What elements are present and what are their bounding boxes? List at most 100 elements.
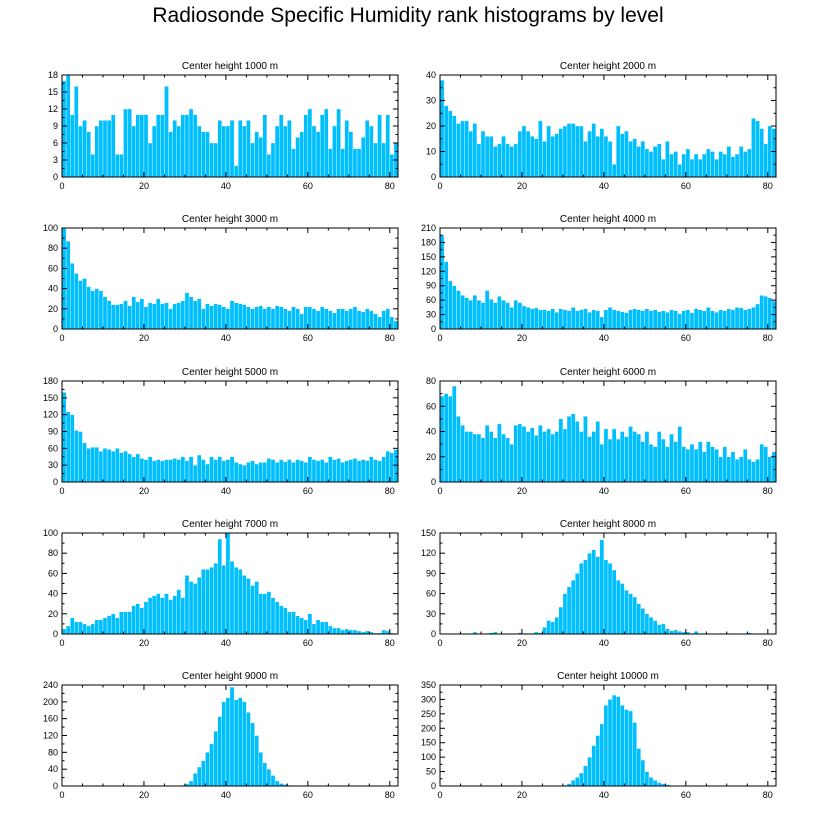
histogram-panel-2: Center height 2000 m 0 20 40 60 80 0 10 20 30 40 <box>426 61 777 191</box>
histogram-bar <box>755 459 760 483</box>
histogram-bar <box>595 310 600 330</box>
histogram-bar <box>448 280 453 330</box>
histogram-bar <box>452 385 457 483</box>
histogram-bar <box>718 151 723 178</box>
y-tick-label: 250 <box>421 709 436 719</box>
histogram-bar <box>718 309 723 330</box>
y-tick-label: 60 <box>426 401 436 411</box>
histogram-bar <box>738 146 744 178</box>
histogram-bar <box>534 307 539 330</box>
histogram-bar <box>624 590 629 635</box>
histogram-bar <box>385 450 390 483</box>
histogram-bar <box>262 762 268 787</box>
histogram-bar <box>188 581 194 635</box>
histogram-bar <box>652 446 658 483</box>
panel-title: Center height 2000 m <box>560 61 656 72</box>
histogram-bar <box>352 148 358 178</box>
histogram-bar <box>607 141 613 178</box>
histogram-bar <box>295 137 300 178</box>
histogram-panel-7: Center height 7000 m 0 20 40 60 80 0 20 40 60 80 10… <box>43 519 399 648</box>
histogram-bar <box>197 454 202 483</box>
y-tick-label: 20 <box>48 609 58 619</box>
histogram-bar <box>328 148 333 178</box>
histogram-bar <box>587 130 592 178</box>
histogram-bar <box>706 148 711 178</box>
histogram-bar <box>381 142 386 178</box>
histogram-bar <box>542 627 547 635</box>
histogram-bar <box>336 108 341 178</box>
histogram-bar <box>673 629 678 635</box>
histogram-bar <box>550 308 555 330</box>
histogram-bar <box>119 452 124 483</box>
y-tick-label: 0 <box>53 629 58 639</box>
histogram-bar <box>143 114 149 178</box>
histogram-bar <box>344 310 350 330</box>
histogram-bar <box>65 625 71 635</box>
histogram-bar <box>685 148 691 178</box>
histogram-bar <box>274 305 280 330</box>
histogram-bar <box>673 441 678 483</box>
histogram-bar <box>689 443 695 483</box>
histogram-bar <box>254 131 259 178</box>
y-tick-label: 40 <box>426 427 436 437</box>
histogram-bar <box>299 460 304 483</box>
histogram-bar <box>644 613 650 635</box>
histogram-bar <box>184 575 190 635</box>
histogram-bar <box>192 773 198 787</box>
histogram-bar <box>176 589 182 635</box>
y-tick-label: 40 <box>48 284 58 294</box>
histogram-bar <box>74 86 79 178</box>
histogram-bar <box>221 125 227 178</box>
histogram-bar <box>620 431 625 483</box>
histogram-bar <box>229 686 235 787</box>
histogram-panel-5: Center height 5000 m 0 20 40 60 80 0 30 60 90 120 1… <box>43 367 399 496</box>
histogram-bar <box>172 458 177 483</box>
histogram-bar <box>266 458 272 483</box>
histogram-bar <box>266 591 272 635</box>
histogram-bar <box>529 427 535 483</box>
x-tick-label: 80 <box>763 790 773 800</box>
histogram-bar <box>176 302 182 330</box>
histogram-bar <box>246 120 251 178</box>
histogram-bar <box>340 308 345 330</box>
histogram-bar <box>205 569 210 635</box>
histogram-bar <box>476 143 482 178</box>
histogram-bar <box>591 309 596 330</box>
histogram-bar <box>385 308 390 330</box>
y-tick-label: 150 <box>43 393 58 403</box>
histogram-bar <box>74 621 79 635</box>
histogram-bar <box>172 595 177 635</box>
histogram-bar <box>529 308 535 330</box>
histogram-bar <box>258 137 263 178</box>
histogram-bar <box>90 623 95 635</box>
y-tick-label: 350 <box>421 680 436 690</box>
histogram-bar <box>123 611 128 635</box>
histogram-bar <box>538 425 543 483</box>
x-tick-label: 20 <box>517 333 527 343</box>
histogram-bar <box>98 450 104 483</box>
histogram-bar <box>722 310 728 330</box>
histogram-bar <box>521 426 527 483</box>
histogram-bar <box>476 299 482 330</box>
histogram-bar <box>636 748 641 787</box>
x-tick-label: 60 <box>303 333 313 343</box>
histogram-bar <box>160 114 165 178</box>
histogram-bar <box>65 240 71 330</box>
histogram-bar <box>139 458 145 483</box>
histogram-bar <box>583 559 588 635</box>
y-tick-label: 80 <box>48 243 58 253</box>
histogram-bar <box>439 79 445 178</box>
histogram-bar <box>324 462 329 483</box>
histogram-bar <box>147 456 153 483</box>
histogram-bar <box>168 599 173 635</box>
y-tick-label: 30 <box>426 96 436 106</box>
histogram-bar <box>319 306 325 330</box>
histogram-bar <box>303 306 309 330</box>
histogram-bar <box>156 593 161 635</box>
histogram-bar <box>661 438 666 483</box>
histogram-bar <box>579 563 584 635</box>
histogram-bar <box>61 628 67 635</box>
histogram-bar <box>587 436 592 483</box>
histogram-bar <box>143 601 149 635</box>
histogram-bar <box>640 608 646 635</box>
